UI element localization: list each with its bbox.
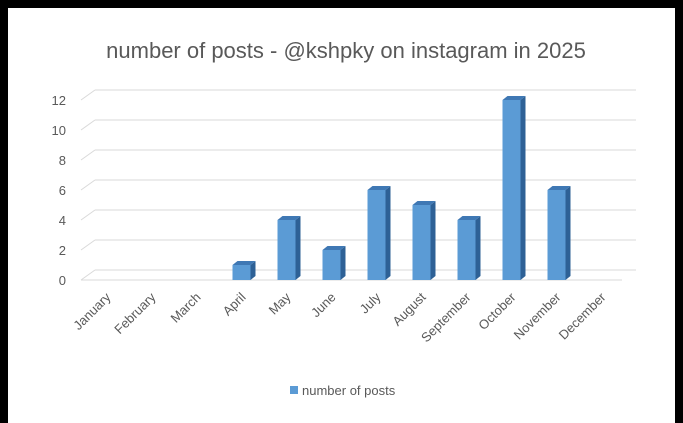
gridline-depth — [80, 269, 96, 281]
gridline-depth — [80, 239, 96, 251]
legend: number of posts — [290, 383, 396, 398]
gridline-depth — [80, 179, 96, 191]
bar-front — [322, 250, 341, 280]
bar — [232, 261, 256, 280]
bar — [322, 246, 346, 280]
x-tick-label: October — [475, 289, 519, 333]
gridline-depth — [80, 209, 96, 221]
bar-top — [367, 186, 391, 190]
bar-top — [322, 246, 346, 250]
x-tick-label: August — [389, 289, 428, 328]
bar-front — [412, 205, 431, 280]
gridline-depth — [80, 89, 96, 101]
chart-title: number of posts - @kshpky on instagram i… — [106, 38, 586, 63]
bar-side — [565, 186, 571, 280]
legend-swatch — [290, 386, 298, 394]
gridline-depth — [80, 119, 96, 131]
x-tick-label: March — [167, 290, 203, 326]
bar-side — [385, 186, 391, 280]
x-tick-label: February — [111, 289, 159, 337]
x-tick-label: September — [418, 289, 474, 345]
bar — [412, 201, 436, 280]
bar-side — [520, 96, 526, 280]
bar-top — [232, 261, 256, 265]
x-tick-label: April — [220, 289, 249, 318]
x-tick-label: December — [556, 289, 609, 342]
bar-top — [502, 96, 526, 100]
x-tick-label: July — [357, 289, 384, 316]
bar-top — [547, 186, 571, 190]
bars — [232, 96, 571, 280]
y-tick-label: 4 — [59, 213, 66, 228]
bar-side — [475, 216, 481, 280]
bar — [547, 186, 571, 280]
gridline-depth — [80, 149, 96, 161]
bar — [457, 216, 481, 280]
y-axis-ticks: 0 2 4 6 8 10 12 — [52, 93, 66, 288]
bar-front — [277, 220, 296, 280]
bar-side — [340, 246, 346, 280]
bar-top — [277, 216, 301, 220]
bar-top — [412, 201, 436, 205]
bar-front — [547, 190, 566, 280]
bar-front — [367, 190, 386, 280]
y-tick-label: 8 — [59, 153, 66, 168]
bar — [367, 186, 391, 280]
y-tick-label: 0 — [59, 273, 66, 288]
x-tick-label: January — [70, 289, 114, 333]
x-tick-label: November — [511, 289, 564, 342]
bar-side — [430, 201, 436, 280]
y-tick-label: 2 — [59, 243, 66, 258]
y-tick-label: 6 — [59, 183, 66, 198]
legend-label: number of posts — [302, 383, 396, 398]
x-tick-label: June — [308, 290, 339, 321]
gridlines — [80, 89, 636, 281]
bar-front — [502, 100, 521, 280]
bar-side — [250, 261, 256, 280]
bar — [277, 216, 301, 280]
bar-side — [295, 216, 301, 280]
bar-top — [457, 216, 481, 220]
bar-front — [232, 265, 251, 280]
y-tick-label: 10 — [52, 123, 66, 138]
bar — [502, 96, 526, 280]
y-tick-label: 12 — [52, 93, 66, 108]
x-tick-label: May — [266, 289, 294, 317]
bar-front — [457, 220, 476, 280]
